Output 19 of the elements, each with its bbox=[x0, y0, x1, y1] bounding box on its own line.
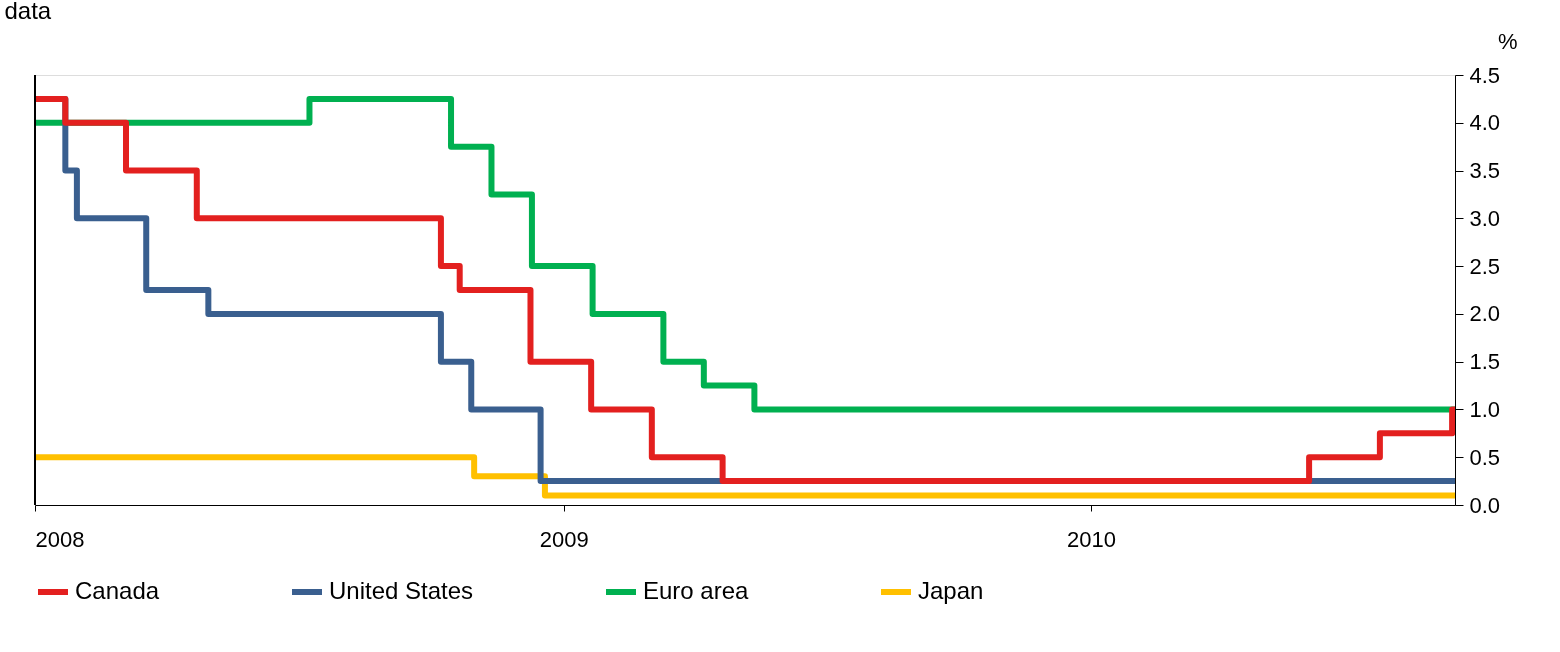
y-tick-label: 2.0 bbox=[1469, 301, 1501, 327]
y-tick-label: 1.5 bbox=[1469, 349, 1501, 375]
y-tick-label: 0.5 bbox=[1469, 444, 1501, 470]
y-tick-label: 0.0 bbox=[1469, 492, 1501, 518]
y-tick-label: 2.5 bbox=[1469, 253, 1501, 279]
y-axis-title: % bbox=[1497, 28, 1518, 54]
y-tick-label: 3.0 bbox=[1469, 205, 1501, 231]
legend-label: United States bbox=[329, 577, 474, 604]
x-tick-label: 2010 bbox=[1066, 526, 1116, 552]
legend-label: Canada bbox=[75, 577, 160, 604]
y-tick-label: 4.0 bbox=[1469, 110, 1501, 136]
y-tick-label: 1.0 bbox=[1469, 396, 1501, 422]
legend-label: Japan bbox=[918, 577, 984, 604]
y-tick-label: 4.5 bbox=[1469, 62, 1501, 88]
y-tick-label: 3.5 bbox=[1469, 158, 1501, 184]
text: data bbox=[4, 0, 52, 24]
x-tick-label: 2008 bbox=[35, 526, 85, 552]
x-tick-label: 2009 bbox=[539, 526, 589, 552]
legend-label: Euro area bbox=[643, 577, 750, 604]
